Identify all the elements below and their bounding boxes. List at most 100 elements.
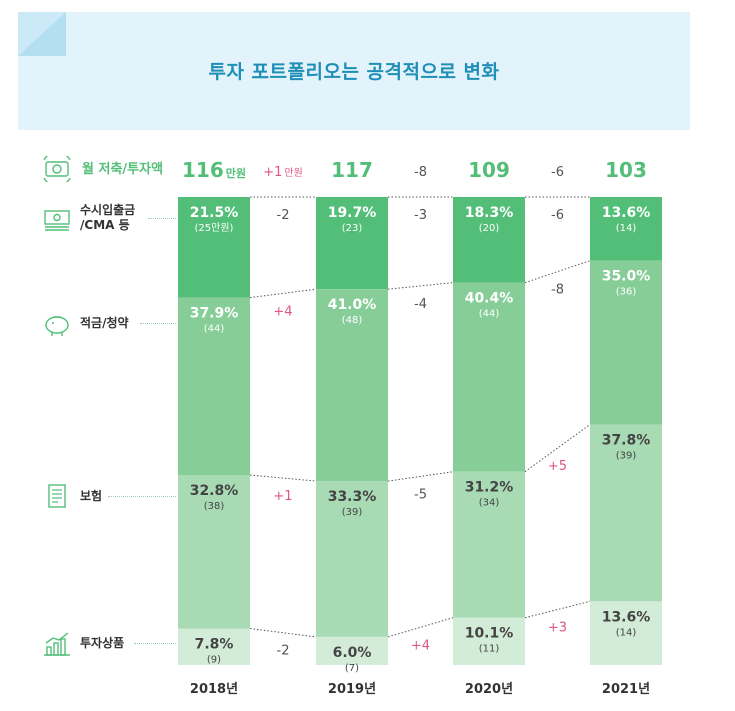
connector-line bbox=[387, 471, 454, 482]
monthly-amount: 117 bbox=[331, 158, 373, 182]
connector-line bbox=[249, 288, 317, 299]
data-label: 31.2% bbox=[465, 480, 514, 496]
monthly-change: -8 bbox=[414, 165, 427, 180]
monthly-label: 월 저축/투자액 bbox=[82, 162, 164, 177]
change-label: -2 bbox=[277, 644, 290, 659]
monthly-amount: 116 만원 bbox=[182, 158, 246, 182]
data-sublabel: (25만원) bbox=[195, 222, 234, 234]
bar-growth-icon bbox=[44, 632, 70, 656]
bar-segment bbox=[590, 197, 662, 261]
monthly-amount: 103 bbox=[605, 158, 647, 182]
bill-icon bbox=[44, 210, 70, 231]
bar-segment bbox=[316, 289, 388, 482]
leader-line bbox=[134, 643, 176, 644]
bar-segment bbox=[453, 282, 525, 472]
category-label-line: 적금/청약 bbox=[80, 315, 129, 330]
bar-segment bbox=[316, 636, 388, 665]
data-label: 37.9% bbox=[190, 306, 239, 322]
data-sublabel: (9) bbox=[207, 654, 221, 665]
data-sublabel: (23) bbox=[342, 223, 363, 234]
connector-line bbox=[524, 600, 591, 619]
bar-segment bbox=[178, 628, 250, 665]
connector-line bbox=[249, 627, 317, 638]
data-label: 7.8% bbox=[195, 636, 234, 652]
change-label: +4 bbox=[411, 638, 430, 653]
connector-line bbox=[524, 260, 591, 284]
data-label: 6.0% bbox=[333, 645, 372, 661]
category-label-line: 투자상품 bbox=[80, 635, 125, 650]
monthly-change: -6 bbox=[551, 165, 564, 180]
x-tick-label: 2020년 bbox=[465, 682, 513, 697]
bar-segment bbox=[178, 297, 250, 475]
data-label: 41.0% bbox=[328, 297, 377, 313]
data-label: 40.4% bbox=[465, 291, 514, 307]
data-label: 33.3% bbox=[328, 489, 377, 505]
bar-segment bbox=[178, 474, 250, 629]
data-sublabel: (14) bbox=[616, 223, 637, 234]
bar-segment bbox=[453, 617, 525, 665]
change-label: -5 bbox=[414, 487, 427, 502]
bar-segment bbox=[316, 197, 388, 290]
data-sublabel: (48) bbox=[342, 315, 363, 326]
data-label: 37.8% bbox=[602, 432, 651, 448]
category-label-line: /CMA 등 bbox=[80, 218, 130, 232]
monthly-change: +1 만원 bbox=[263, 165, 303, 180]
connector-line bbox=[387, 282, 454, 290]
data-sublabel: (44) bbox=[479, 309, 500, 320]
category-label: 적금/청약 bbox=[80, 316, 129, 331]
x-tick-label: 2018년 bbox=[190, 682, 238, 697]
leader-line bbox=[108, 496, 176, 497]
change-label: -6 bbox=[551, 208, 564, 223]
piggy-bank-icon bbox=[45, 316, 69, 336]
connector-line bbox=[249, 474, 317, 482]
data-label: 32.8% bbox=[190, 483, 239, 499]
category-label-line: 수시입출금 bbox=[80, 203, 136, 217]
change-label: -8 bbox=[551, 283, 564, 298]
page-title: 투자 포트폴리오는 공격적으로 변화 bbox=[208, 61, 500, 83]
category-label-line: 보험 bbox=[80, 488, 103, 503]
data-sublabel: (44) bbox=[204, 324, 225, 335]
change-label: +3 bbox=[548, 621, 567, 636]
connector-line bbox=[524, 424, 591, 473]
bar-segment bbox=[453, 471, 525, 618]
x-tick-label: 2019년 bbox=[328, 682, 376, 697]
category-label: 수시입출금/CMA 등 bbox=[80, 203, 135, 233]
connector-line bbox=[387, 617, 454, 638]
data-label: 18.3% bbox=[465, 205, 514, 221]
monthly-amount: 109 bbox=[468, 158, 510, 182]
bar-segment bbox=[590, 260, 662, 425]
data-sublabel: (38) bbox=[204, 501, 225, 512]
change-label: -3 bbox=[414, 208, 427, 223]
bar-segment bbox=[590, 601, 662, 665]
leader-line bbox=[140, 323, 176, 324]
data-sublabel: (39) bbox=[342, 507, 363, 518]
data-label: 13.6% bbox=[602, 205, 651, 221]
x-tick-label: 2021년 bbox=[602, 682, 650, 697]
data-sublabel: (11) bbox=[479, 644, 500, 655]
data-sublabel: (34) bbox=[479, 498, 500, 509]
data-sublabel: (7) bbox=[345, 663, 359, 674]
bar-segment bbox=[590, 424, 662, 602]
change-label: +5 bbox=[548, 459, 567, 474]
data-sublabel: (14) bbox=[616, 627, 637, 638]
title-banner bbox=[18, 12, 690, 130]
data-label: 19.7% bbox=[328, 205, 377, 221]
data-label: 10.1% bbox=[465, 626, 514, 642]
money-cycle-icon bbox=[43, 156, 71, 182]
bar-segment bbox=[178, 197, 250, 298]
data-sublabel: (36) bbox=[616, 287, 637, 298]
data-sublabel: (39) bbox=[616, 450, 637, 461]
document-icon bbox=[48, 484, 66, 508]
bar-segment bbox=[453, 197, 525, 283]
change-label: +4 bbox=[273, 304, 292, 319]
data-sublabel: (20) bbox=[479, 223, 500, 234]
category-label: 투자상품 bbox=[80, 636, 124, 651]
data-label: 35.0% bbox=[602, 269, 651, 285]
change-label: +1 bbox=[273, 489, 292, 504]
change-label: -4 bbox=[414, 297, 427, 312]
category-label: 보험 bbox=[80, 489, 102, 504]
data-label: 13.6% bbox=[602, 609, 651, 625]
bar-segment bbox=[316, 481, 388, 637]
change-label: -2 bbox=[277, 208, 290, 223]
